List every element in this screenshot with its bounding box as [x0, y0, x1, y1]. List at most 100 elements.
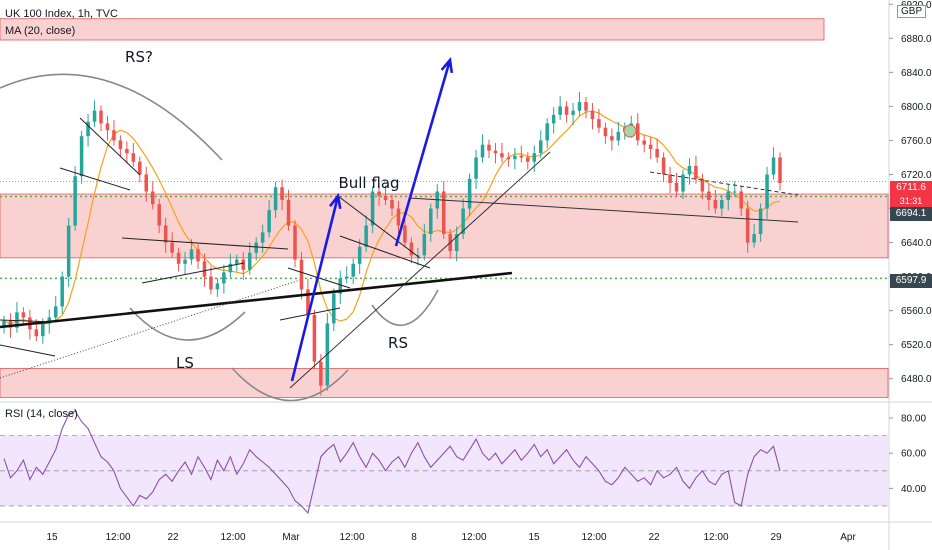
price-tick-label: 6800.0	[901, 102, 932, 113]
candle	[752, 223, 756, 248]
candle	[493, 142, 498, 164]
candle	[150, 181, 155, 210]
rising-trendline	[289, 151, 551, 389]
blue-arrow-target-head	[440, 56, 454, 74]
candle-body	[564, 106, 569, 115]
candle	[616, 121, 621, 146]
candle-body	[409, 242, 414, 256]
candle-body	[215, 283, 220, 290]
candle	[383, 185, 388, 206]
candle	[610, 128, 614, 151]
candle-body	[163, 225, 168, 243]
price-tick-label: 6880.0	[901, 34, 932, 45]
candle-body	[254, 242, 258, 253]
price-tick-label: 6840.0	[901, 68, 932, 79]
candle-body	[364, 225, 368, 247]
candle	[53, 296, 58, 323]
candle-body	[383, 195, 388, 200]
candle-body	[332, 293, 336, 324]
candle-body	[493, 150, 498, 154]
last-price-value: 6711.6	[896, 182, 926, 193]
candle	[215, 278, 220, 298]
candle-body	[338, 278, 343, 294]
candle	[422, 223, 427, 261]
candle-body	[713, 200, 718, 209]
candle-body	[280, 187, 284, 200]
candle-body	[312, 314, 317, 362]
candle-body	[739, 191, 743, 209]
candle-body	[377, 191, 381, 196]
flag-line-7	[287, 267, 351, 289]
candle-body	[668, 174, 672, 183]
candle-body	[183, 259, 187, 264]
candle-body	[720, 200, 724, 209]
candle	[60, 271, 64, 315]
candle-body	[170, 242, 174, 253]
candle-body	[765, 174, 769, 209]
candle-body	[293, 225, 297, 260]
time-tick-label: 12:00	[461, 532, 486, 543]
candle	[564, 101, 569, 123]
candle	[765, 166, 769, 219]
candle	[176, 247, 181, 272]
candle-body	[700, 178, 705, 192]
candle-body	[422, 234, 427, 256]
candle	[99, 105, 103, 132]
flag-line-8	[279, 307, 341, 321]
candle	[571, 102, 575, 126]
level-upper-badge: 6694.1	[890, 207, 932, 221]
candle-body	[21, 312, 26, 318]
candle-body	[429, 208, 433, 235]
candle-body	[118, 140, 123, 149]
candle	[370, 186, 375, 234]
price-tick-label: 6760.0	[901, 136, 932, 147]
bull-flag-upper	[337, 195, 421, 259]
candle-body	[500, 153, 504, 158]
flag-line-2	[59, 167, 131, 191]
candle	[273, 182, 278, 218]
candle-body	[771, 157, 776, 175]
candle-body	[467, 178, 472, 209]
candle-body	[15, 312, 19, 328]
flag-line-3	[121, 237, 289, 250]
candle	[694, 155, 698, 184]
candle	[15, 302, 19, 333]
candle-body	[144, 174, 149, 192]
candle-body	[390, 200, 394, 209]
candle	[286, 189, 291, 231]
candle	[603, 122, 608, 144]
blue-arrow-target	[394, 56, 454, 247]
candle	[396, 200, 401, 236]
candle-body	[610, 136, 614, 141]
candle-body	[642, 140, 646, 145]
candle	[778, 152, 782, 191]
candle-body	[34, 329, 39, 337]
candle-body	[370, 191, 375, 226]
blue-arrow-first-leg	[290, 192, 342, 382]
candle-body	[222, 272, 226, 284]
time-tick-label: 12:00	[339, 532, 364, 543]
candle	[745, 200, 750, 253]
candle	[584, 97, 588, 119]
candle	[720, 194, 724, 217]
candle	[538, 130, 543, 159]
time-tick-label: 12:00	[581, 532, 606, 543]
candle-body	[597, 119, 601, 128]
candle	[86, 114, 90, 147]
time-tick-label: 15	[46, 532, 58, 543]
currency-button[interactable]: GBP	[897, 5, 927, 18]
candle-body	[590, 110, 595, 120]
candle-body	[474, 157, 478, 179]
flag-line-6	[0, 344, 56, 357]
candle-body	[616, 131, 621, 141]
ma-indicator-label: MA (20, close)	[5, 25, 76, 37]
candle	[429, 203, 433, 242]
candle-body	[105, 123, 110, 131]
candle-body	[694, 165, 698, 179]
candle-body	[519, 155, 524, 158]
time-tick-label: 15	[528, 532, 540, 543]
time-tick-label: 12:00	[220, 532, 245, 543]
candle-body	[131, 153, 136, 162]
candle	[687, 158, 692, 185]
rs-label: RS	[388, 334, 408, 352]
